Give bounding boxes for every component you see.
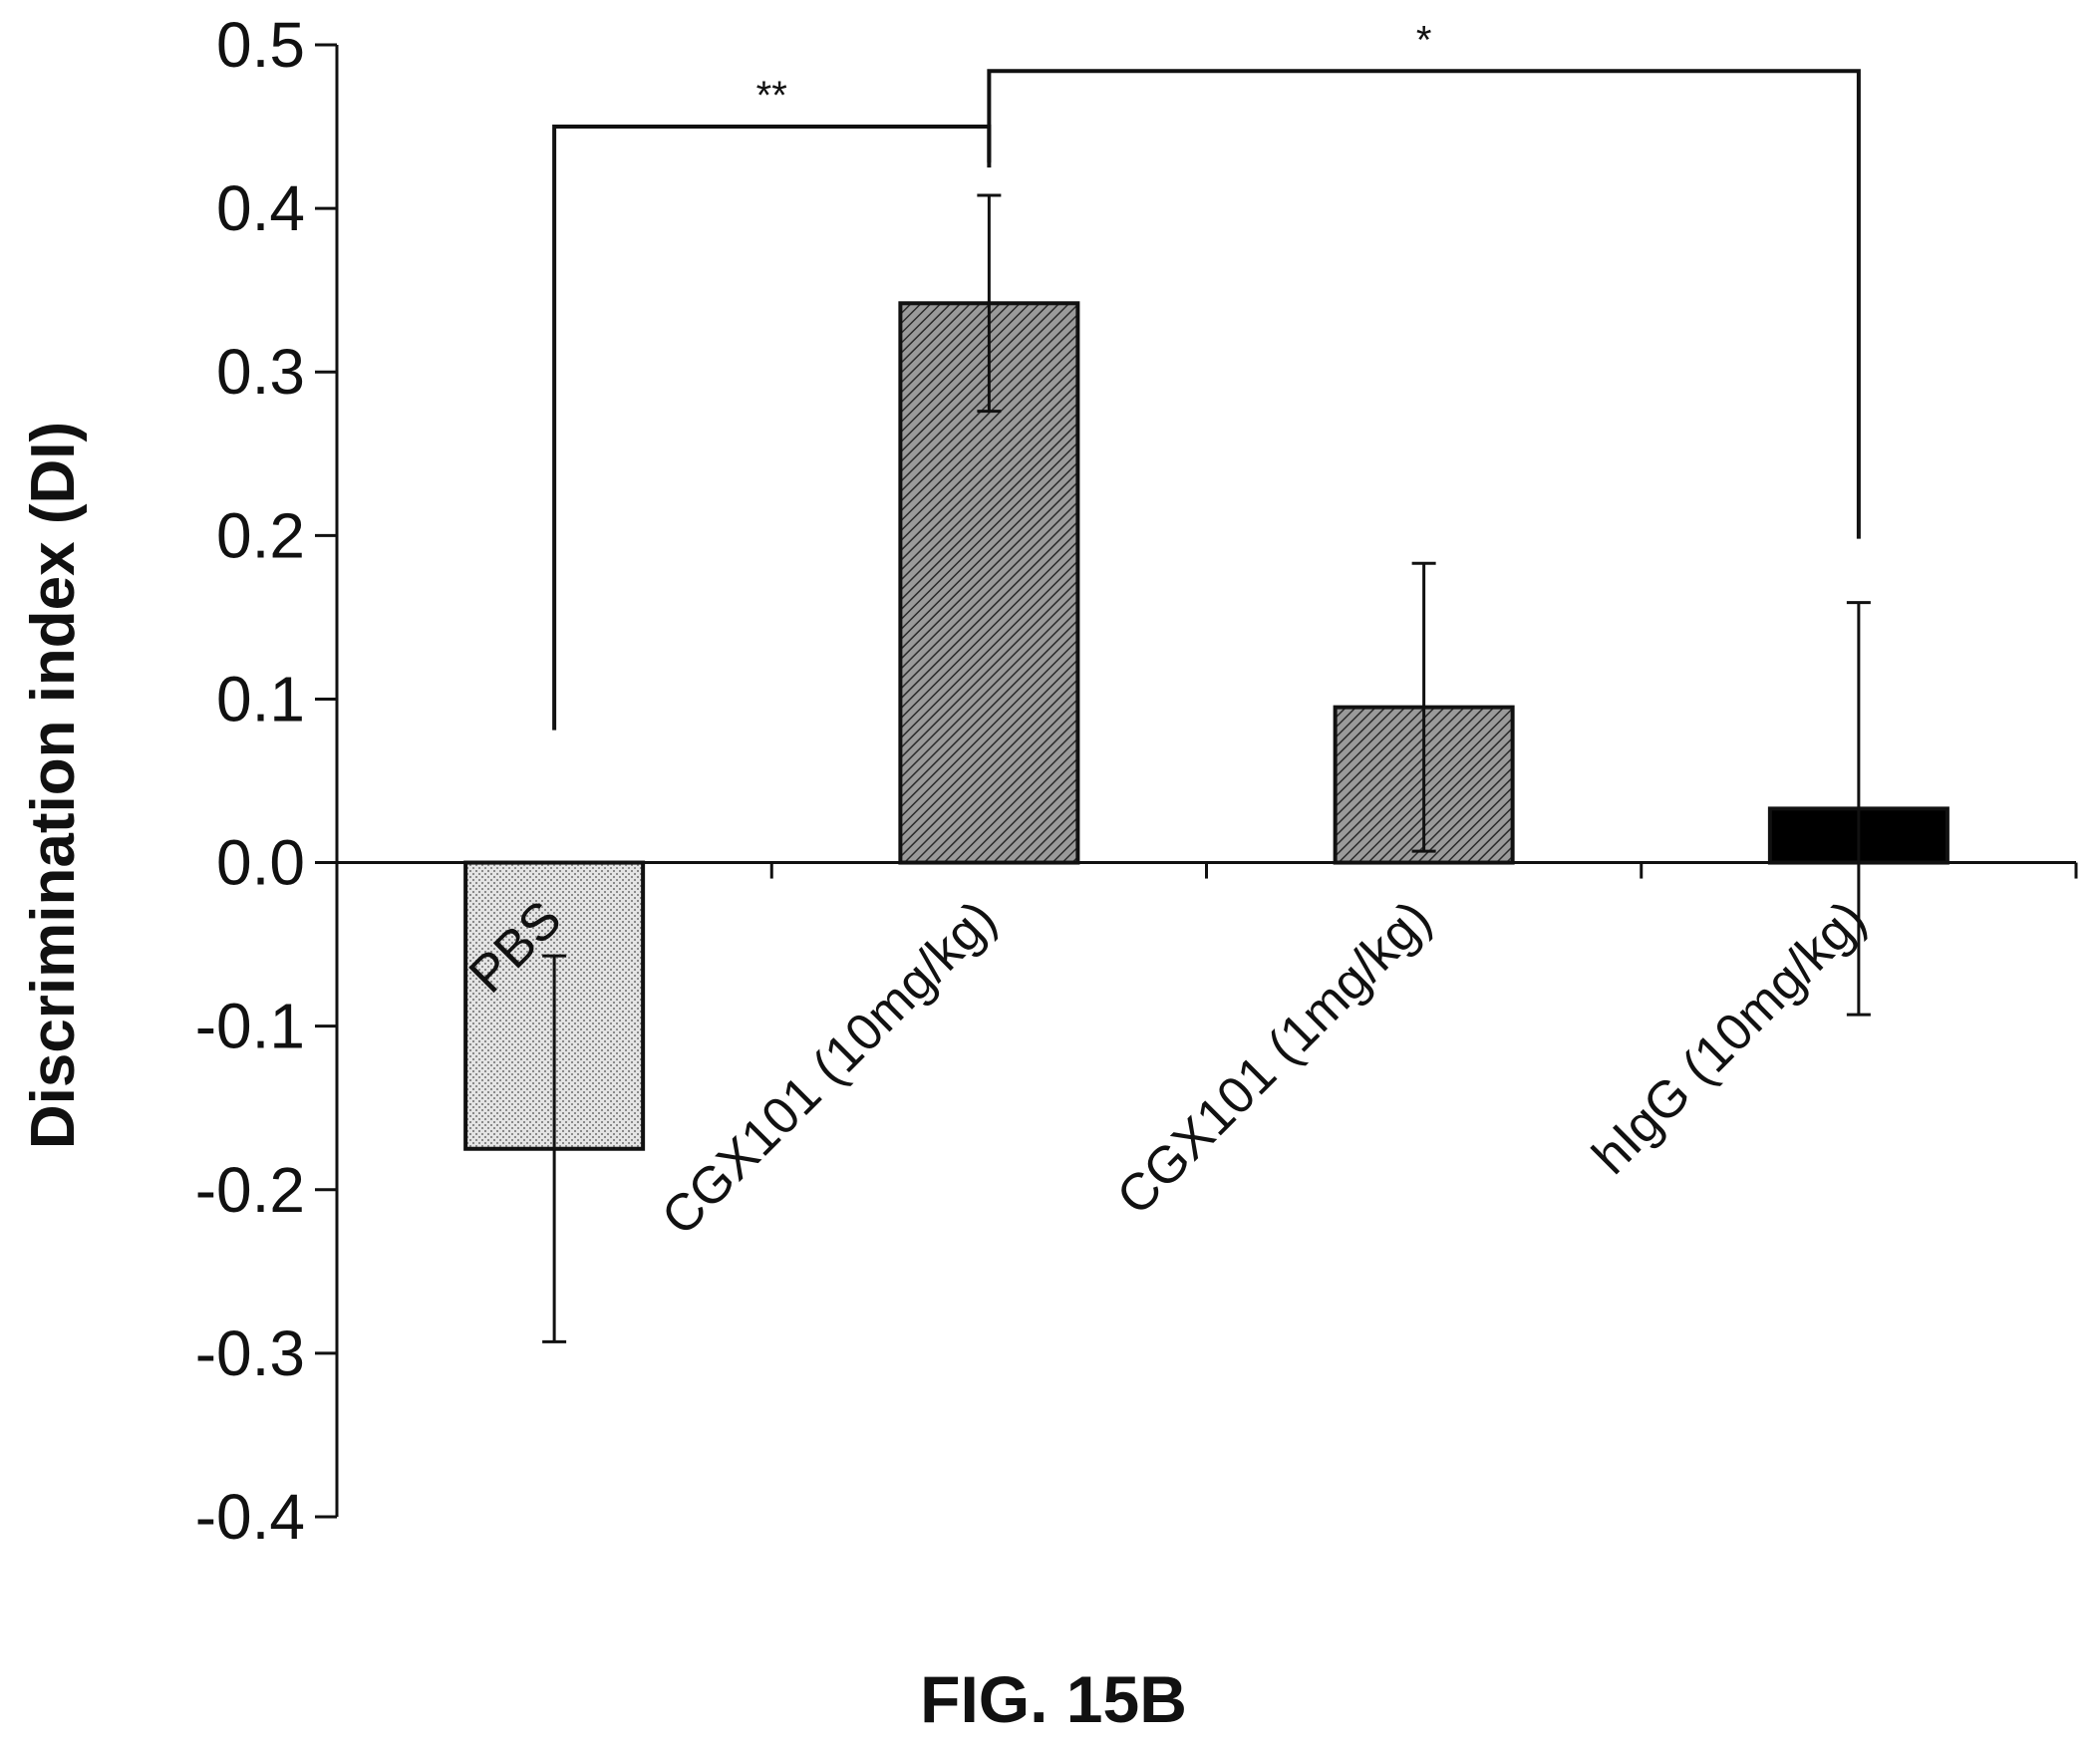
y-tick-label: -0.4 bbox=[195, 1481, 305, 1553]
x-category-label: CGX101 (1mg/kg) bbox=[1106, 890, 1442, 1226]
category-labels: PBS CGX101 (10mg/kg) CGX101 (1mg/kg) hIgG (… bbox=[458, 890, 1877, 1247]
x-category-label: hIgG (10mg/kg) bbox=[1582, 890, 1877, 1185]
figure-caption: FIG. 15B bbox=[920, 1662, 1187, 1736]
significance-label: * bbox=[1416, 18, 1432, 62]
significance-bracket bbox=[987, 69, 1861, 539]
y-tick-label: 0.2 bbox=[216, 499, 305, 571]
x-category-label: CGX101 (10mg/kg) bbox=[651, 890, 1008, 1247]
y-ticks: 0.5 0.4 0.3 0.2 0.1 0.0 -0.1 -0.2 -0.3 -0.4 bbox=[195, 9, 337, 1553]
y-tick-label: 0.0 bbox=[216, 827, 305, 899]
y-tick-label: -0.3 bbox=[195, 1317, 305, 1389]
error-bars bbox=[542, 193, 1871, 1343]
significance-brackets: *** bbox=[552, 18, 1861, 730]
y-tick-label: 0.4 bbox=[216, 172, 305, 244]
x-ticks bbox=[769, 862, 2078, 879]
y-tick-label: 0.3 bbox=[216, 336, 305, 408]
y-tick-label: -0.1 bbox=[195, 991, 305, 1062]
y-axis-title: Discrimination index (DI) bbox=[19, 422, 88, 1149]
y-tick-label: 0.1 bbox=[216, 663, 305, 734]
y-tick-label: -0.2 bbox=[195, 1154, 305, 1226]
significance-label: ** bbox=[756, 74, 787, 118]
y-tick-label: 0.5 bbox=[216, 9, 305, 81]
y-axis: 0.5 0.4 0.3 0.2 0.1 0.0 -0.1 -0.2 -0.3 -0.4 bbox=[195, 9, 339, 1553]
